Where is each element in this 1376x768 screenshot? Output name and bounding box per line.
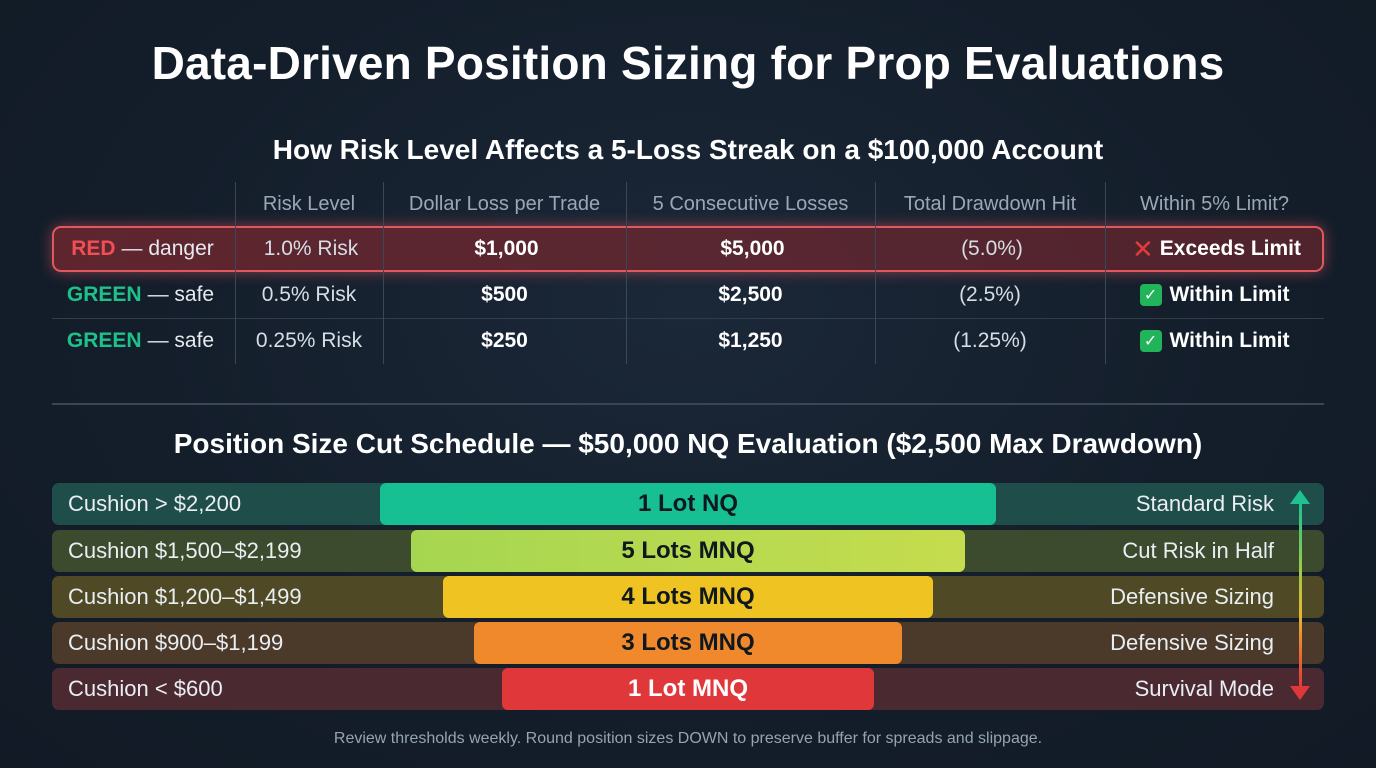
- red-tag: RED: [71, 237, 116, 260]
- tag-suffix: — safe: [147, 329, 215, 352]
- status-cell: ✓ Within Limit: [1105, 318, 1324, 364]
- check-icon: ✓: [1139, 330, 1162, 352]
- status-cell: ✓ Within Limit: [1105, 272, 1324, 318]
- header-risk-level: Risk Level: [262, 192, 356, 215]
- table-row-green: GREEN — safe 0.5% Risk $500 $2,500 (2.5%…: [52, 272, 1324, 318]
- row-label: GREEN — safe: [52, 272, 235, 318]
- mode-label: Survival Mode: [1134, 676, 1274, 701]
- schedule-title: Position Size Cut Schedule — $50,000 NQ …: [173, 428, 1203, 459]
- size-bar: 5 Lots MNQ: [411, 530, 965, 572]
- row-divider: [52, 318, 1324, 319]
- table-row-green: GREEN — safe 0.25% Risk $250 $1,250 (1.2…: [52, 318, 1324, 364]
- risk-table: Risk Level Dollar Loss per Trade 5 Conse…: [52, 182, 1324, 364]
- mode-label: Cut Risk in Half: [1122, 538, 1274, 563]
- loss-per-trade: $250: [481, 329, 528, 352]
- size-bar: 3 Lots MNQ: [474, 622, 902, 664]
- section-divider: [52, 403, 1324, 405]
- status-text: Within Limit: [1169, 329, 1290, 352]
- header-five-losses: 5 Consecutive Losses: [652, 192, 849, 215]
- loss-per-trade: $500: [481, 283, 528, 306]
- double-arrow-icon: [1299, 504, 1302, 688]
- schedule-tier: Cushion $1,200–$1,499 4 Lots MNQ Defensi…: [52, 576, 1324, 618]
- size-bar: 4 Lots MNQ: [443, 576, 933, 618]
- schedule-tier: Cushion $1,500–$2,199 5 Lots MNQ Cut Ris…: [52, 530, 1324, 572]
- status-text: Within Limit: [1169, 283, 1290, 306]
- cross-icon: ✕: [1131, 233, 1154, 264]
- size-bar: 1 Lot MNQ: [502, 668, 874, 710]
- header-drawdown: Total Drawdown Hit: [903, 192, 1077, 215]
- schedule-tier: Cushion > $2,200 1 Lot NQ Standard Risk: [52, 483, 1324, 525]
- check-icon: ✓: [1139, 284, 1162, 306]
- size-bar: 1 Lot NQ: [380, 483, 996, 525]
- five-losses-value: $2,500: [718, 283, 783, 306]
- green-tag: GREEN: [66, 283, 142, 306]
- green-tag: GREEN: [66, 329, 142, 352]
- tag-suffix: — danger: [121, 237, 214, 260]
- five-losses-value: $5,000: [720, 237, 785, 260]
- risk-value: 0.25% Risk: [255, 329, 363, 352]
- risk-table-title: How Risk Level Affects a 5-Loss Streak o…: [272, 134, 1104, 165]
- column-divider: [235, 182, 236, 364]
- five-losses-value: $1,250: [718, 329, 783, 352]
- drawdown-value: (1.25%): [953, 329, 1027, 352]
- cushion-label: Cushion $1,200–$1,499: [68, 584, 302, 609]
- status-text: Exceeds Limit: [1159, 237, 1302, 260]
- table-header-row: Risk Level Dollar Loss per Trade 5 Conse…: [52, 182, 1324, 226]
- column-divider: [1105, 182, 1106, 364]
- loss-per-trade: $1,000: [474, 237, 539, 260]
- page-title: Data-Driven Position Sizing for Prop Eva…: [151, 37, 1225, 89]
- cushion-label: Cushion < $600: [68, 676, 223, 701]
- drawdown-value: (2.5%): [959, 283, 1021, 306]
- column-divider: [875, 182, 876, 364]
- header-dollar-loss: Dollar Loss per Trade: [408, 192, 601, 215]
- schedule-tier: Cushion $900–$1,199 3 Lots MNQ Defensive…: [52, 622, 1324, 664]
- arrow-up-icon: [1290, 490, 1310, 504]
- tag-suffix: — safe: [147, 283, 215, 306]
- risk-value: 1.0% Risk: [263, 237, 359, 260]
- status-cell: ✕ Exceeds Limit: [1107, 228, 1326, 270]
- arrow-down-icon: [1290, 686, 1310, 700]
- cushion-label: Cushion > $2,200: [68, 491, 242, 516]
- mode-label: Defensive Sizing: [1110, 630, 1274, 655]
- drawdown-value: (5.0%): [961, 237, 1023, 260]
- row-label: RED — danger: [54, 228, 237, 270]
- mode-label: Defensive Sizing: [1110, 584, 1274, 609]
- table-row-red: RED — danger 1.0% Risk $1,000 $5,000 (5.…: [52, 226, 1324, 272]
- header-within-limit: Within 5% Limit?: [1140, 192, 1289, 215]
- schedule-tier: Cushion < $600 1 Lot MNQ Survival Mode: [52, 668, 1324, 710]
- cushion-label: Cushion $1,500–$2,199: [68, 538, 302, 563]
- row-label: GREEN — safe: [52, 318, 235, 364]
- risk-value: 0.5% Risk: [261, 283, 357, 306]
- column-divider: [626, 182, 627, 364]
- mode-label: Standard Risk: [1135, 491, 1274, 516]
- cushion-label: Cushion $900–$1,199: [68, 630, 284, 655]
- footer-note: Review thresholds weekly. Round position…: [333, 730, 1043, 747]
- column-divider: [383, 182, 384, 364]
